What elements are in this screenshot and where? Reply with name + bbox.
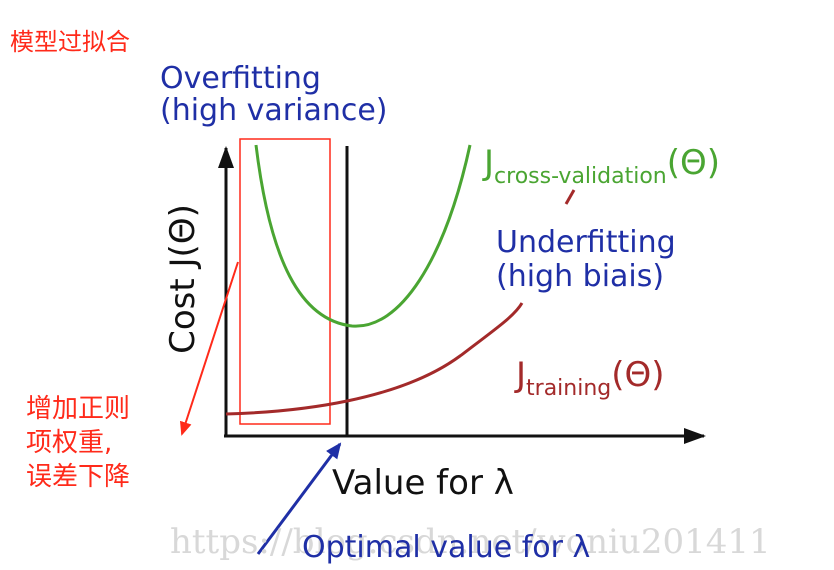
x-axis-label: Value for λ — [332, 463, 514, 503]
cv-label-subscript: cross-validation — [494, 164, 667, 189]
regularization-note-line1: 增加正则 — [26, 394, 131, 424]
cv-curve-label: Jcross-validation(Θ) — [484, 143, 721, 188]
cv-label-arg: (Θ) — [666, 143, 721, 183]
train-label-arg: (Θ) — [611, 355, 665, 395]
overfit-annotation-cn: 模型过拟合 — [10, 28, 130, 56]
overfitting-label: Overfitting — [160, 61, 321, 96]
cv-label-main: J — [484, 143, 495, 183]
cv-label-pointer — [564, 189, 576, 205]
optimal-value-label: Optimal value for λ — [302, 530, 591, 565]
training-curve — [225, 302, 524, 416]
optimal-arrow — [256, 442, 342, 555]
high-variance-label: (high variance) — [160, 93, 388, 128]
train-label-main: J — [516, 355, 527, 395]
regularization-arrow — [180, 261, 239, 436]
regularization-note-line3: 误差下降 — [26, 462, 131, 492]
overfitting-region-box — [239, 138, 331, 425]
training-curve-label: Jtraining(Θ) — [516, 355, 665, 400]
high-bias-label: (high biais) — [496, 259, 665, 294]
train-label-subscript: training — [526, 376, 612, 401]
underfitting-label: Underfitting — [496, 225, 676, 260]
cross-validation-curve — [254, 144, 472, 328]
regularization-note-line2: 项权重, — [26, 428, 113, 458]
watermark-text: https://blog.csdn.net/woniu201411 — [170, 522, 771, 562]
y-axis-label: Cost J(Θ) — [162, 204, 203, 354]
